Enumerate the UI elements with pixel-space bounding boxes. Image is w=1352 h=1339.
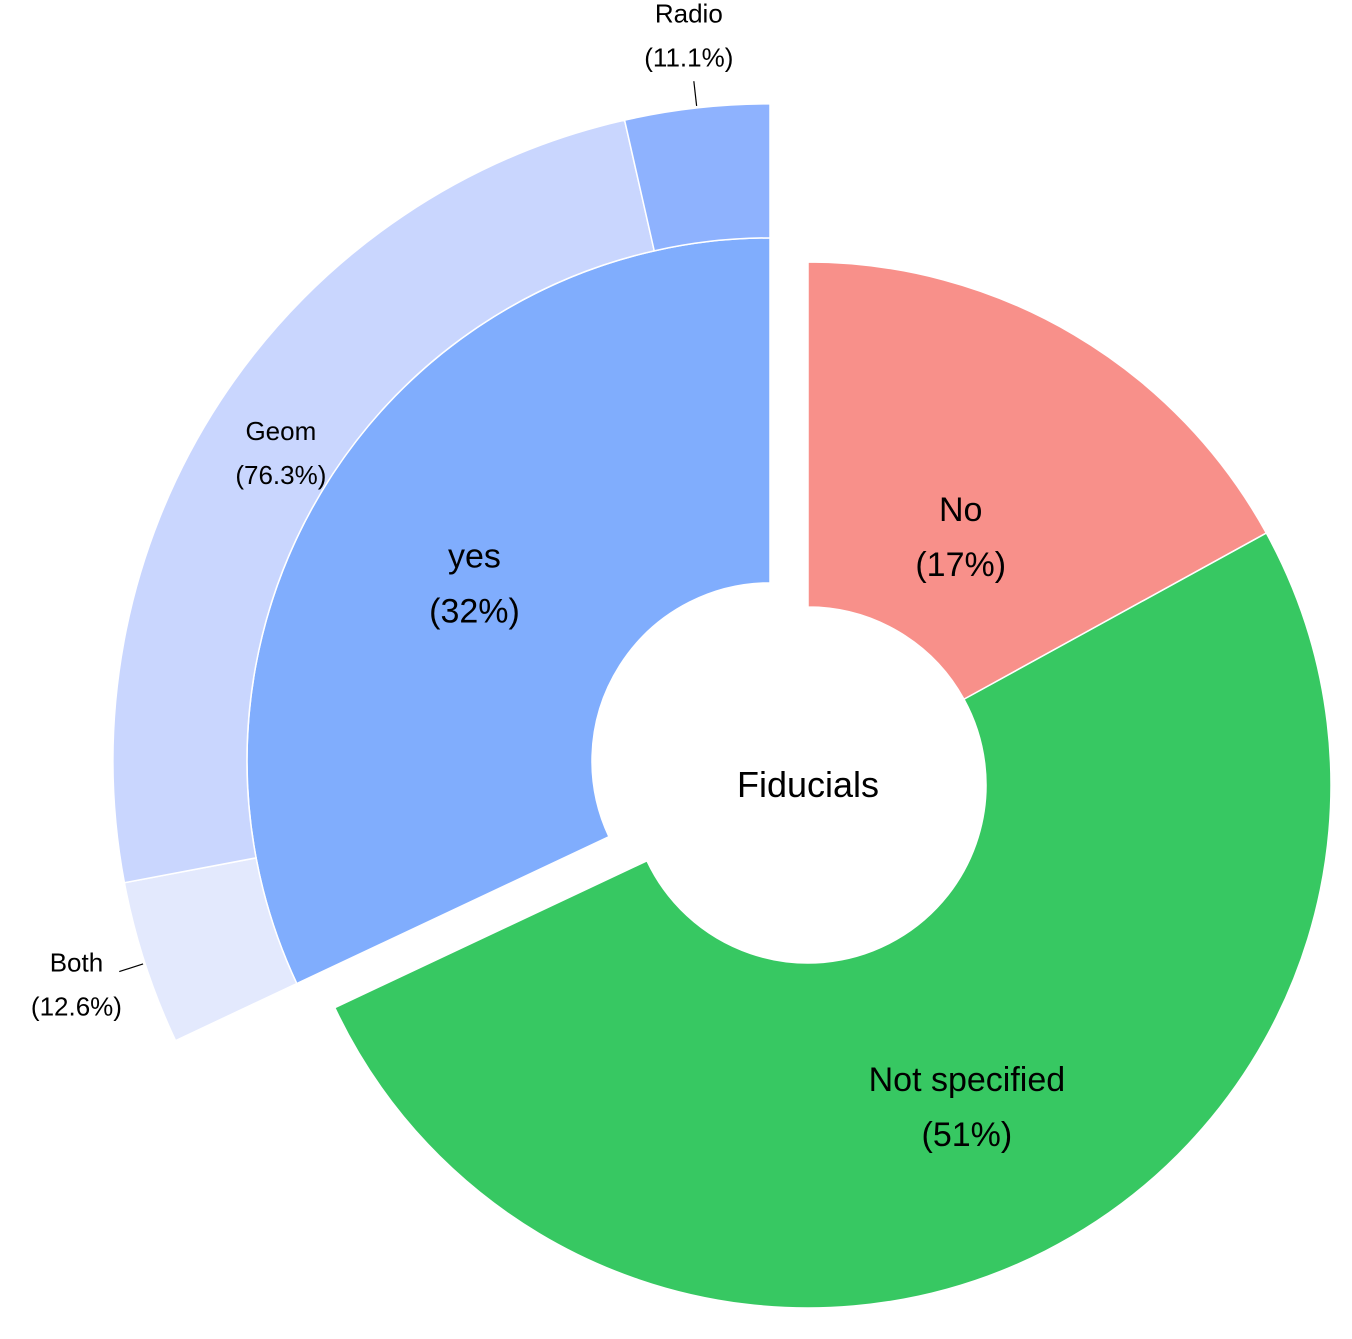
outer-label-both: Both (12.6%) [31,947,122,1021]
slice-label-not-specified: Not specified (51%) [869,1061,1066,1154]
outer-slice-geom [112,119,656,884]
slice-label-no: No (17%) [915,491,1006,584]
center-label: Fiducials [737,764,879,805]
labels-layer: Fiducials yes (32%) No (17%) Not specified (5… [31,0,1065,1154]
outer-label-radio: Radio (11.1%) [644,0,733,72]
slice-not-specified [333,532,1332,1309]
leader-line-both [119,963,144,973]
outer-label-geom: Geom (76.3%) [235,416,326,490]
leader-lines [119,81,698,973]
slice-no [807,261,1268,701]
slice-label-yes: yes (32%) [429,537,520,630]
leader-line-radio [693,81,698,107]
slices-layer [112,103,1332,1309]
outer-slice-radio [623,103,771,252]
